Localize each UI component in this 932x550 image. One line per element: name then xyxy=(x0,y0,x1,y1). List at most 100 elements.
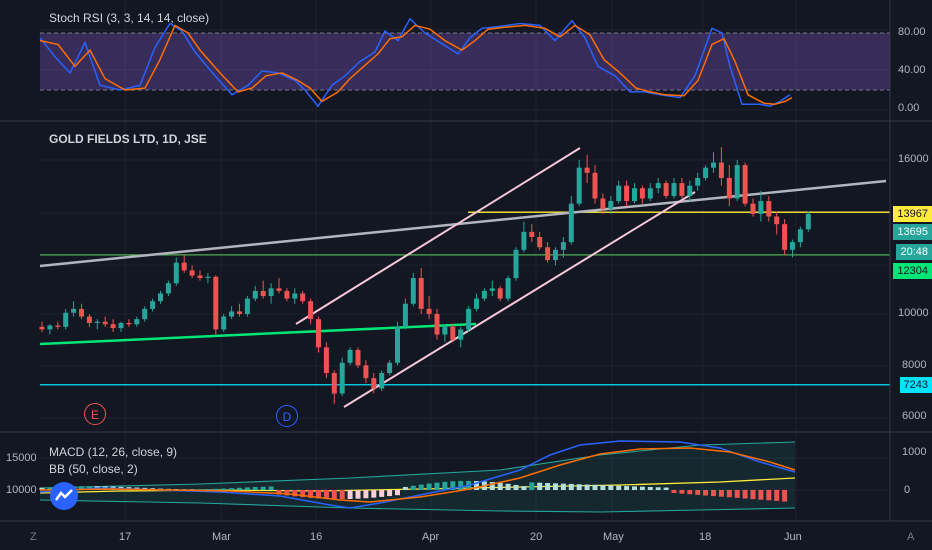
channel-lower-line xyxy=(343,191,696,408)
candle-body xyxy=(497,288,503,299)
macd-histogram-bar xyxy=(726,490,732,498)
macd-histogram-bar xyxy=(703,490,709,496)
candle-body xyxy=(711,162,716,168)
candle-body xyxy=(418,278,424,309)
candle-body xyxy=(553,249,558,261)
candle-body xyxy=(371,378,377,389)
macd-histogram-bar xyxy=(695,490,701,495)
stoch-axis-80: 80.00 xyxy=(898,26,926,38)
countdown-tag: 20:48 xyxy=(896,244,932,260)
candle-body xyxy=(339,362,345,394)
macd-histogram-bar xyxy=(410,485,416,490)
macd-histogram-bar xyxy=(205,489,211,491)
time-axis-label: 17 xyxy=(119,531,132,543)
macd-histogram-bar xyxy=(347,490,353,500)
candle-body xyxy=(655,183,661,189)
macd-histogram-bar xyxy=(774,490,780,501)
candle-body xyxy=(489,288,495,291)
macd-left-axis-15000: 15000 xyxy=(6,452,37,464)
macd-histogram-bar xyxy=(576,484,582,490)
macd-histogram-bar xyxy=(316,490,321,499)
macd-histogram-bar xyxy=(260,486,266,490)
candle-body xyxy=(244,298,250,314)
main-price-pane[interactable] xyxy=(39,147,891,408)
macd-line xyxy=(39,440,796,509)
macd-left-axis-10000: 10000 xyxy=(6,484,37,496)
macd-histogram-bar xyxy=(47,487,53,490)
candle-body xyxy=(55,325,61,327)
candle-body xyxy=(39,326,45,330)
candle-body xyxy=(805,213,811,230)
candle-body xyxy=(790,242,795,250)
candle-body xyxy=(458,329,464,340)
candle-body xyxy=(300,293,306,302)
candle-body xyxy=(63,312,69,327)
candle-body xyxy=(134,319,140,325)
macd-histogram-bar xyxy=(197,489,203,491)
candle-body xyxy=(750,203,756,214)
macd-histogram-bar xyxy=(497,482,503,490)
auto-scale-button[interactable]: A xyxy=(907,531,915,543)
candle-body xyxy=(624,185,630,202)
macd-histogram-bar xyxy=(323,490,329,499)
candle-body xyxy=(173,262,179,284)
macd-histogram-bar xyxy=(624,486,630,490)
candle-body xyxy=(292,293,298,299)
dividend-marker[interactable]: D xyxy=(276,405,298,427)
candle-body xyxy=(608,201,614,209)
macd-histogram-bar xyxy=(782,490,788,502)
candle-body xyxy=(387,362,393,374)
macd-histogram-bar xyxy=(711,490,716,497)
macd-histogram-bar xyxy=(458,480,464,490)
earnings-marker[interactable]: E xyxy=(84,403,106,425)
pane-dividers[interactable] xyxy=(0,0,932,522)
time-axis-label: Jun xyxy=(784,531,802,543)
time-axis-label: 18 xyxy=(699,531,712,543)
macd-histogram-bar xyxy=(505,483,511,490)
stoch-axis-40: 40.00 xyxy=(898,64,926,76)
macd-right-axis-0: 0 xyxy=(904,484,911,496)
candle-body xyxy=(363,365,369,379)
stoch-axis-0: 0.00 xyxy=(898,102,920,114)
macd-histogram-bar xyxy=(221,488,227,490)
macd-histogram-bar xyxy=(750,490,756,500)
candle-body xyxy=(513,249,519,279)
candle-body xyxy=(616,185,622,202)
price-tag-green-line: 12304 xyxy=(893,263,932,279)
candle-body xyxy=(268,288,274,297)
candle-body xyxy=(442,326,448,335)
candle-body xyxy=(395,326,400,363)
macd-histogram-bar xyxy=(213,488,219,490)
macd-histogram-bar xyxy=(339,490,345,500)
candle-body xyxy=(529,231,535,237)
stoch-rsi-pane[interactable] xyxy=(39,17,890,108)
candle-body xyxy=(110,324,116,329)
candle-body xyxy=(734,165,740,199)
macd-histogram-bar xyxy=(553,483,558,490)
macd-signal-line xyxy=(39,447,796,503)
candle-body xyxy=(213,276,219,330)
macd-histogram-bar xyxy=(395,490,400,496)
macd-histogram-bar xyxy=(434,482,440,490)
macd-histogram-bar xyxy=(244,487,250,490)
candle-body xyxy=(150,301,156,309)
zoom-button[interactable]: Z xyxy=(30,531,37,543)
candle-body xyxy=(410,278,416,304)
macd-pane[interactable] xyxy=(39,440,796,513)
time-axis-label: 16 xyxy=(310,531,323,543)
macd-histogram-bar xyxy=(79,486,84,490)
candle-body xyxy=(726,177,732,199)
candle-body xyxy=(718,162,724,178)
candle-body xyxy=(521,231,527,250)
candle-body xyxy=(221,316,227,330)
macd-histogram-bar xyxy=(284,490,290,496)
candle-body xyxy=(687,185,693,196)
macd-histogram-bar xyxy=(292,490,298,497)
candle-body xyxy=(466,308,472,330)
tradingview-logo-icon[interactable] xyxy=(50,482,78,510)
macd-histogram-bar xyxy=(276,490,282,495)
candle-body xyxy=(647,188,653,199)
price-axis-16000: 16000 xyxy=(898,153,929,165)
macd-histogram-bar xyxy=(402,486,408,490)
